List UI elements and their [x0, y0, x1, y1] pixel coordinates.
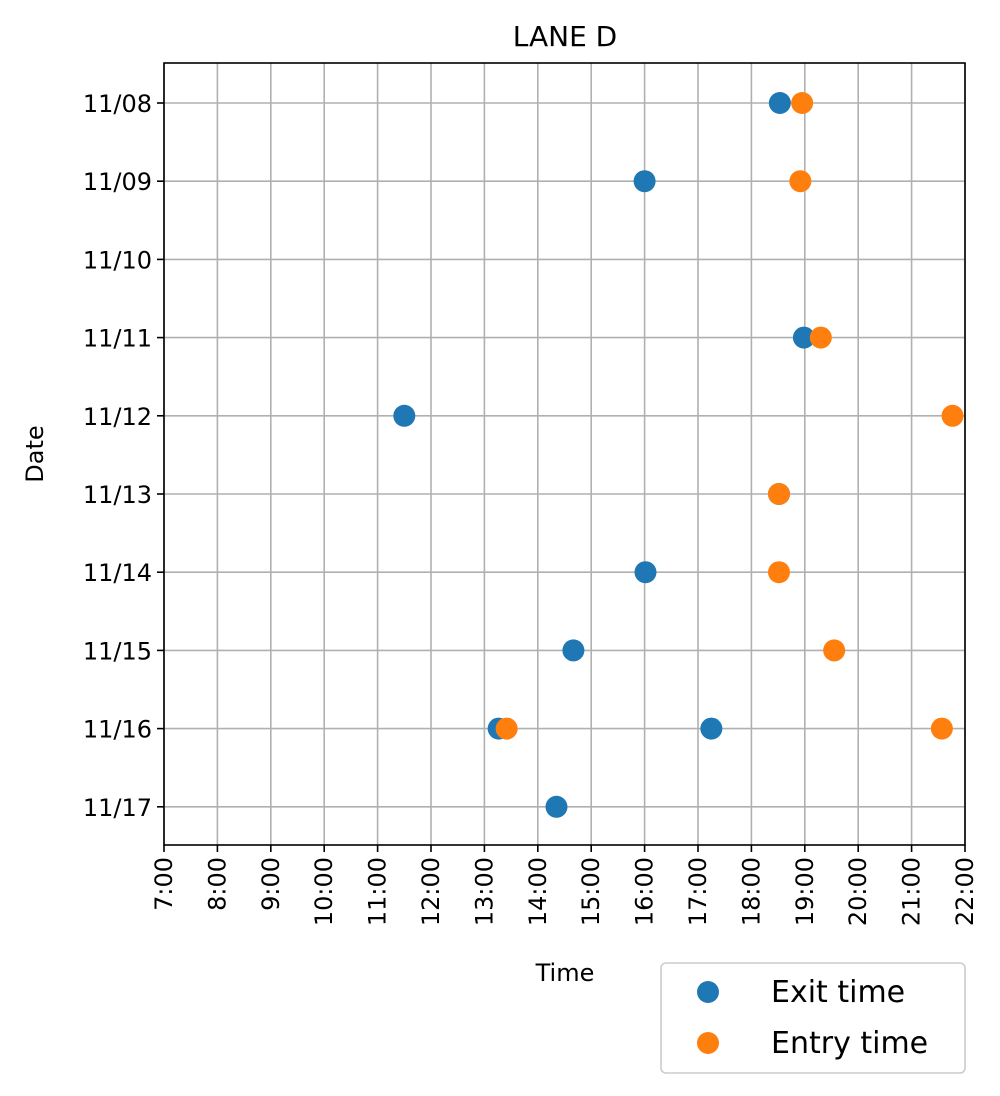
data-point-entry: [809, 326, 832, 349]
y-tick-label: 11/08: [83, 90, 152, 118]
y-axis-label: Date: [21, 425, 49, 482]
x-tick-label: 18:00: [737, 857, 765, 926]
chart-title: LANE D: [513, 20, 618, 53]
data-point-exit: [634, 561, 657, 584]
legend-label: Entry time: [771, 1026, 928, 1061]
legend-frame: [660, 962, 966, 1074]
x-tick-label: 17:00: [684, 857, 712, 926]
data-point-entry: [791, 92, 814, 114]
legend: Exit time Entry time: [660, 962, 966, 1074]
plot-frame: [163, 62, 966, 846]
legend-marker: [697, 1032, 719, 1054]
data-point-exit: [768, 92, 791, 114]
x-tick-label: 19:00: [791, 857, 819, 926]
x-tick-label: 13:00: [470, 857, 498, 926]
y-tick-label: 11/13: [83, 481, 152, 509]
y-tick-label: 11/11: [83, 325, 152, 353]
x-tick-label: 11:00: [364, 857, 392, 926]
x-tick-label: 14:00: [524, 857, 552, 926]
y-tick-label: 11/14: [83, 559, 152, 587]
x-axis-label: Time: [535, 959, 595, 987]
data-point-exit: [562, 639, 585, 662]
x-tick-label: 16:00: [631, 857, 659, 926]
x-tick-label: 9:00: [257, 857, 285, 911]
y-tick-label: 11/16: [83, 716, 152, 744]
data-point-exit: [792, 326, 815, 349]
legend-label: Exit time: [771, 975, 905, 1010]
data-point-entry: [767, 561, 790, 584]
y-tick-label: 11/17: [83, 794, 152, 822]
data-point-exit: [700, 717, 723, 740]
x-tick-label: 20:00: [844, 857, 872, 926]
x-tick-label: 8:00: [203, 857, 231, 911]
data-points: [393, 92, 964, 818]
y-tick-label: 11/09: [83, 168, 152, 196]
x-axis-ticks: 7:00 8:00 9:00 10:00 11:00 12:00 13:00 14:00 15:…: [150, 845, 979, 926]
data-point-exit: [633, 170, 656, 193]
x-tick-label: 15:00: [577, 857, 605, 926]
data-point-entry: [789, 170, 812, 193]
y-tick-label: 11/12: [83, 403, 152, 431]
x-tick-label: 10:00: [310, 857, 338, 926]
y-axis-ticks: 11/08 11/09 11/10 11/11 11/12 11/13 11/14 11/15…: [83, 90, 164, 822]
data-point-entry: [941, 404, 964, 427]
data-point-exit: [545, 795, 568, 818]
x-tick-label: 22:00: [951, 857, 979, 926]
grid-lines: [163, 63, 966, 845]
data-point-entry: [767, 483, 790, 505]
data-point-exit: [393, 404, 416, 427]
y-tick-label: 11/10: [83, 246, 152, 274]
data-point-entry: [930, 717, 953, 740]
data-point-entry: [823, 639, 846, 662]
data-point-entry: [495, 717, 518, 740]
legend-marker: [697, 981, 719, 1003]
x-tick-label: 7:00: [150, 857, 178, 911]
y-tick-label: 11/15: [83, 637, 152, 665]
x-tick-label: 21:00: [898, 857, 926, 926]
x-tick-label: 12:00: [417, 857, 445, 926]
